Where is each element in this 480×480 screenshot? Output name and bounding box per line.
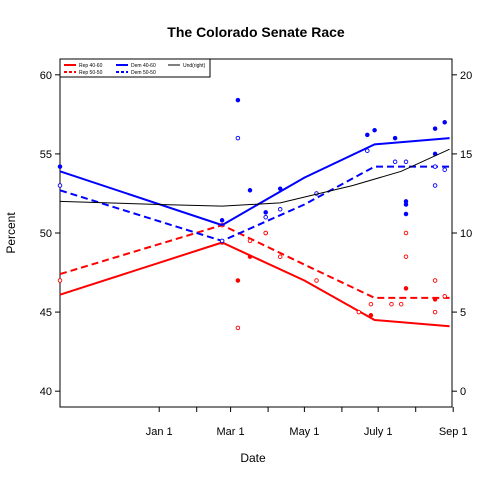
data-point — [263, 210, 268, 215]
data-point — [403, 230, 409, 236]
x-axis-label: Date — [240, 451, 266, 465]
data-point — [432, 278, 438, 283]
x-tick-label: Mar 1 — [217, 426, 245, 438]
data-point — [365, 148, 370, 153]
axes: 40 45 50 55 60 0 5 10 15 20 Jan 1 Mar 1 May 1 July 1 S… — [40, 70, 473, 438]
legend-label: Dem 50-50 — [131, 70, 156, 76]
data-point — [403, 211, 409, 217]
x-tick-label: Sep 1 — [439, 426, 468, 438]
data-point — [235, 278, 241, 283]
data-point — [403, 199, 409, 204]
y-tick-label: 40 — [40, 386, 52, 398]
data-point — [247, 254, 253, 259]
data-point — [372, 127, 377, 133]
y-tick-label: 55 — [40, 149, 52, 161]
data-point — [403, 159, 409, 165]
y2-tick-label: 20 — [460, 70, 472, 82]
y-tick-label: 60 — [40, 70, 52, 82]
y2-tick-label: 0 — [460, 386, 466, 398]
data-point — [365, 132, 370, 138]
y2-tick-label: 15 — [460, 149, 472, 161]
legend-label: Rep 40-60 — [79, 63, 103, 69]
data-point — [403, 254, 409, 259]
series-line — [59, 148, 450, 207]
data-point — [403, 286, 409, 291]
data-point — [432, 164, 438, 169]
data-point — [442, 167, 447, 172]
legend-label: Und(right) — [183, 63, 206, 69]
data-point — [277, 207, 283, 212]
series-line — [59, 137, 450, 227]
data-point — [57, 164, 63, 169]
y-tick-label: 45 — [40, 307, 52, 319]
data-point — [432, 309, 438, 315]
data-point — [247, 188, 253, 193]
legend-label: Dem 40-60 — [131, 63, 156, 69]
data-point — [392, 135, 398, 141]
data-point — [368, 313, 374, 318]
plot-frame — [59, 58, 453, 408]
data-point — [398, 301, 404, 307]
data-point — [314, 278, 319, 283]
data-point — [263, 230, 268, 236]
legend-box — [59, 58, 211, 78]
data-point — [368, 301, 374, 307]
data-point — [356, 309, 362, 315]
data-point — [235, 97, 241, 103]
x-tick-label: May 1 — [289, 426, 319, 438]
y2-tick-label: 10 — [460, 228, 472, 240]
data-point — [442, 294, 447, 299]
data-point — [247, 238, 253, 244]
data-point — [432, 126, 438, 131]
series — [57, 97, 450, 331]
data-point — [235, 325, 241, 331]
data-point — [389, 301, 394, 307]
y-axis-label: Percent — [4, 212, 18, 254]
data-point — [277, 254, 283, 259]
data-point — [392, 159, 398, 165]
data-point — [442, 120, 447, 125]
y-tick-label: 50 — [40, 228, 52, 240]
data-point — [235, 135, 241, 141]
data-point — [219, 218, 225, 223]
series-line — [59, 224, 450, 299]
data-point — [277, 186, 283, 191]
data-point — [219, 238, 225, 244]
data-point — [57, 183, 63, 188]
data-point — [57, 278, 63, 283]
y2-tick-label: 5 — [460, 307, 466, 319]
series-line — [59, 165, 450, 242]
series-line — [59, 241, 450, 328]
legend-label: Rep 50-50 — [79, 70, 103, 76]
data-point — [432, 183, 438, 188]
x-tick-label: July 1 — [364, 426, 393, 438]
data-point — [263, 214, 268, 220]
x-tick-label: Jan 1 — [146, 426, 173, 438]
chart-title: The Colorado Senate Race — [167, 24, 345, 40]
